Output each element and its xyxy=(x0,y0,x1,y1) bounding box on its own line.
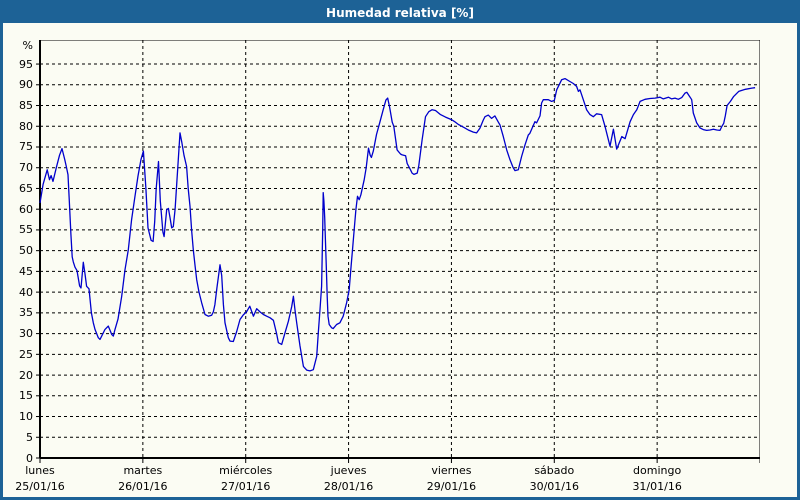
y-tick-label: 40 xyxy=(19,285,33,299)
y-tick-label: 15 xyxy=(19,389,33,403)
x-date-label: 30/01/16 xyxy=(529,480,579,493)
x-day-label: domingo xyxy=(633,464,682,477)
humidity-series-line xyxy=(39,77,756,372)
x-date-label: 29/01/16 xyxy=(426,480,477,493)
y-tick-label: 10 xyxy=(19,410,33,424)
x-date-label: 27/01/16 xyxy=(221,480,271,493)
y-tick-label: 20 xyxy=(19,368,33,382)
y-tick-label: 70 xyxy=(19,161,33,175)
x-day-label: viernes xyxy=(431,464,472,477)
y-tick-label: 5 xyxy=(26,430,33,444)
chart-canvas: % 0 5 10 15 20 25 30 35 40 45 50 55 60 65 70 75 80 85 90 95… xyxy=(3,23,797,497)
y-tick-label: 60 xyxy=(19,202,33,216)
y-tick-label: 30 xyxy=(19,327,33,341)
x-day-label: jueves xyxy=(330,464,367,477)
x-date-label: 31/01/16 xyxy=(632,480,682,493)
y-tick-label: 80 xyxy=(19,119,33,133)
y-tick-label: 65 xyxy=(19,181,33,195)
y-tick-label: 55 xyxy=(19,223,33,237)
x-day-label: lunes xyxy=(25,464,55,477)
x-day-label: miércoles xyxy=(219,464,273,477)
y-tick-label: 95 xyxy=(19,57,33,71)
y-tick-label: 75 xyxy=(19,140,33,154)
chart-title: Humedad relativa [%] xyxy=(326,6,474,20)
humidity-line-chart xyxy=(36,40,760,463)
x-date-label: 26/01/16 xyxy=(118,480,168,493)
y-tick-label: 0 xyxy=(26,451,33,465)
x-day-label: martes xyxy=(123,464,163,477)
x-date-label: 25/01/16 xyxy=(15,480,65,493)
y-axis-unit: % xyxy=(22,39,33,52)
y-tick-label: 50 xyxy=(19,244,33,258)
x-date-label: 28/01/16 xyxy=(323,480,374,493)
title-bar: Humedad relativa [%] xyxy=(3,3,797,23)
y-tick-label: 90 xyxy=(19,78,33,92)
y-tick-label: 45 xyxy=(19,264,33,278)
y-tick-label: 25 xyxy=(19,347,33,361)
y-tick-label: 35 xyxy=(19,306,33,320)
x-day-label: sábado xyxy=(534,464,575,477)
y-tick-label: 85 xyxy=(19,99,33,113)
